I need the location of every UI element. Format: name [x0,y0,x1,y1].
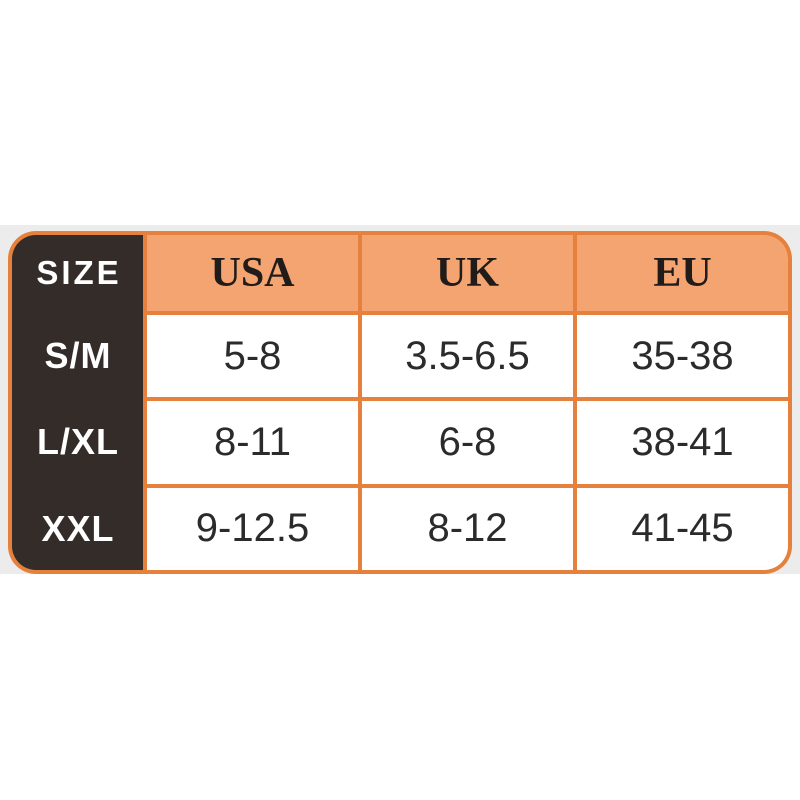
cell-xxl-eu: 41-45 [577,487,788,570]
column-header-usa: USA [147,235,358,311]
column-header-eu: EU [577,235,788,311]
size-column: SIZE S/M L/XL XXL [12,235,143,570]
cell-lxl-eu: 38-41 [577,401,788,484]
size-label-xxl: XXL [41,507,115,549]
size-label-sm: S/M [44,335,112,377]
cell-sm-eu: 35-38 [577,315,788,398]
cell-sm-usa: 5-8 [147,315,358,398]
size-label-lxl: L/XL [37,421,119,463]
corner-label: SIZE [36,254,122,291]
cell-xxl-uk: 8-12 [362,487,573,570]
cell-xxl-usa: 9-12.5 [147,487,358,570]
cell-sm-uk: 3.5-6.5 [362,315,573,398]
size-chart-table: SIZE S/M L/XL XXL USA UK EU 5-8 3.5-6.5 … [8,231,792,574]
column-header-uk: UK [362,235,573,311]
cell-lxl-usa: 8-11 [147,401,358,484]
size-chart-grid: SIZE S/M L/XL XXL USA UK EU 5-8 3.5-6.5 … [12,235,788,570]
cell-lxl-uk: 6-8 [362,401,573,484]
